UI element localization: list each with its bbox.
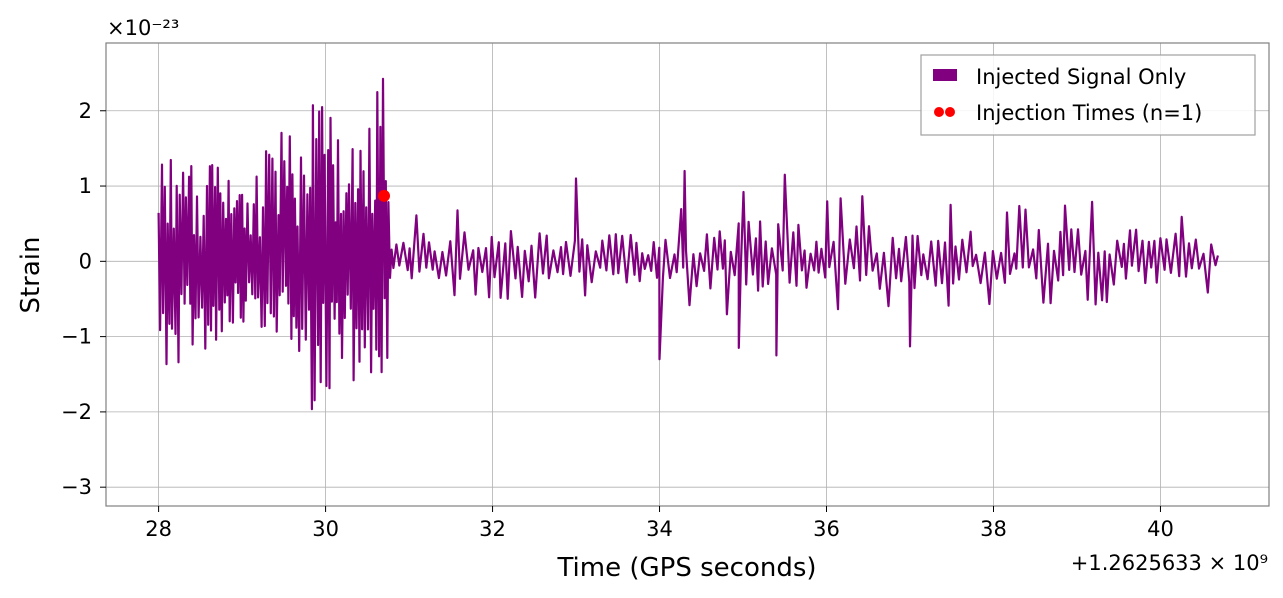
legend-box — [920, 54, 1256, 136]
x-tick-label: 30 — [312, 517, 339, 541]
x-offset-label: +1.2625633 × 10⁹ — [1071, 551, 1268, 575]
y-tick-label: 1 — [79, 174, 92, 198]
x-tick-label: 38 — [980, 517, 1007, 541]
legend-marker-injection-1 — [934, 107, 944, 117]
y-tick-label: 0 — [79, 249, 92, 273]
y-tick-label: −2 — [61, 400, 92, 424]
series-injected-signal-line — [157, 77, 1219, 411]
axes-frame — [105, 42, 1270, 507]
legend-marker-injection-2 — [945, 107, 955, 117]
y-axis-label: Strain — [16, 236, 46, 313]
legend: Injected Signal Only Injection Times (n=… — [920, 54, 1256, 136]
y-tick-label: −1 — [61, 325, 92, 349]
x-axis-label: Time (GPS seconds) — [556, 553, 816, 583]
x-tick-label: 40 — [1147, 517, 1174, 541]
legend-swatch-injected-signal — [933, 69, 957, 81]
legend-label-injected-signal: Injected Signal Only — [976, 65, 1186, 89]
y-ticks: −3 −2 −1 0 1 2 — [61, 99, 106, 499]
y-multiplier-label: ×10⁻²³ — [107, 16, 179, 40]
x-ticks: 28 30 32 34 36 38 40 — [145, 506, 1174, 541]
x-tick-label: 36 — [813, 517, 840, 541]
legend-label-injection-times: Injection Times (n=1) — [976, 101, 1202, 125]
y-tick-label: 2 — [79, 99, 92, 123]
plot-area — [157, 77, 1219, 411]
x-tick-label: 28 — [145, 517, 172, 541]
injection-time-marker — [378, 189, 391, 202]
x-tick-label: 32 — [479, 517, 506, 541]
y-tick-label: −3 — [61, 475, 92, 499]
x-tick-label: 34 — [646, 517, 673, 541]
